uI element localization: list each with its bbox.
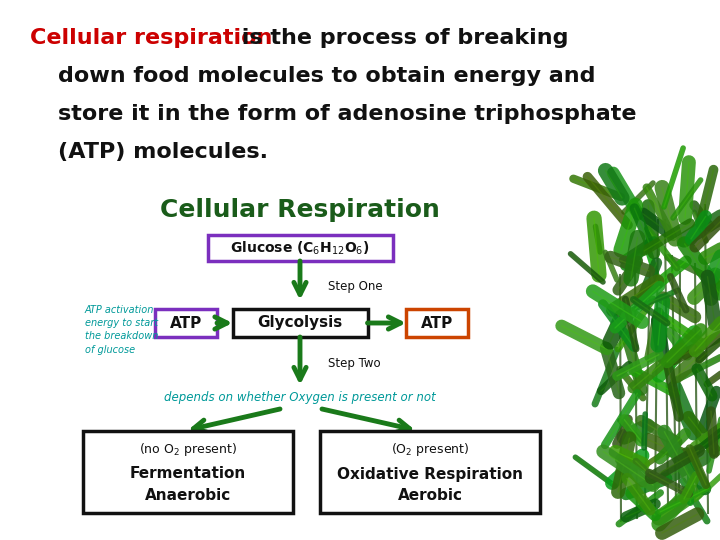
Text: Step Two: Step Two — [328, 357, 381, 370]
Text: (O$_2$ present): (O$_2$ present) — [391, 442, 469, 458]
Text: store it in the form of adenosine triphosphate: store it in the form of adenosine tripho… — [58, 104, 636, 124]
FancyBboxPatch shape — [233, 309, 367, 337]
Text: Glucose (C$_6$H$_{12}$O$_6$): Glucose (C$_6$H$_{12}$O$_6$) — [230, 239, 370, 256]
FancyBboxPatch shape — [207, 235, 392, 261]
FancyBboxPatch shape — [320, 431, 540, 513]
Text: Fermentation: Fermentation — [130, 467, 246, 482]
Text: ATP activation
energy to start
the breakdown
of glucose: ATP activation energy to start the break… — [85, 305, 158, 355]
Text: Glycolysis: Glycolysis — [257, 315, 343, 330]
FancyBboxPatch shape — [155, 309, 217, 337]
Text: Aerobic: Aerobic — [397, 489, 462, 503]
Text: depends on whether Oxygen is present or not: depends on whether Oxygen is present or … — [164, 391, 436, 404]
FancyBboxPatch shape — [406, 309, 468, 337]
Text: is the process of breaking: is the process of breaking — [234, 28, 569, 48]
Text: ATP: ATP — [421, 315, 453, 330]
Text: down food molecules to obtain energy and: down food molecules to obtain energy and — [58, 66, 595, 86]
Text: (no O$_2$ present): (no O$_2$ present) — [139, 442, 237, 458]
Text: (ATP) molecules.: (ATP) molecules. — [58, 142, 268, 162]
Text: Step One: Step One — [328, 280, 382, 293]
Text: ATP: ATP — [170, 315, 202, 330]
Text: Cellular Respiration: Cellular Respiration — [160, 198, 440, 222]
Text: Oxidative Respiration: Oxidative Respiration — [337, 467, 523, 482]
Text: Anaerobic: Anaerobic — [145, 489, 231, 503]
FancyBboxPatch shape — [83, 431, 293, 513]
Text: Cellular respiration: Cellular respiration — [30, 28, 272, 48]
